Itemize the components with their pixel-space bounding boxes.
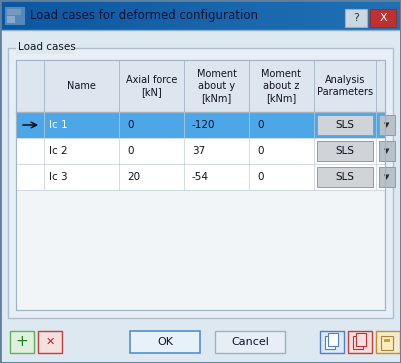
Text: Moment
about y
[kNm]: Moment about y [kNm] [196, 69, 237, 103]
Text: ✕: ✕ [45, 337, 55, 347]
Bar [379, 167, 395, 187]
Bar [16, 41, 74, 54]
Text: Cancel: Cancel [231, 337, 269, 347]
Text: -120: -120 [192, 120, 215, 130]
Text: +: + [16, 334, 28, 350]
Bar [370, 9, 396, 27]
Text: ▼: ▼ [384, 174, 390, 180]
Text: Moment
about z
[kNm]: Moment about z [kNm] [261, 69, 302, 103]
Bar [7, 9, 21, 15]
Bar [356, 333, 366, 346]
Text: Load cases: Load cases [18, 42, 76, 52]
Text: Load cases for deformed configuration: Load cases for deformed configuration [30, 8, 258, 21]
Text: -54: -54 [192, 172, 209, 182]
Text: 0: 0 [257, 146, 263, 156]
Bar [325, 336, 335, 349]
Bar [317, 167, 373, 187]
Text: ▼: ▼ [384, 122, 390, 128]
Bar [16, 60, 385, 310]
Bar [5, 7, 25, 25]
Bar [320, 331, 344, 353]
Bar [7, 16, 15, 23]
Text: 37: 37 [192, 146, 205, 156]
Text: X: X [379, 13, 387, 23]
Text: lc 1: lc 1 [49, 120, 68, 130]
Bar [38, 331, 62, 353]
Bar [130, 331, 200, 353]
Text: 0: 0 [127, 120, 134, 130]
Text: 20: 20 [127, 172, 140, 182]
Text: 0: 0 [257, 120, 263, 130]
Text: ▼: ▼ [384, 148, 390, 154]
Text: 0: 0 [257, 172, 263, 182]
Bar [379, 115, 395, 135]
Text: OK: OK [157, 337, 173, 347]
Bar [317, 115, 373, 135]
Text: Analysis
Parameters: Analysis Parameters [317, 75, 373, 97]
Text: Name: Name [67, 81, 96, 91]
Bar [16, 60, 385, 310]
Text: ?: ? [353, 13, 359, 23]
Bar [328, 333, 338, 346]
Text: SLS: SLS [336, 172, 354, 182]
Text: lc 3: lc 3 [49, 172, 68, 182]
Bar [379, 141, 395, 161]
Bar [16, 138, 385, 164]
Bar [16, 164, 385, 190]
Bar [215, 331, 285, 353]
Bar [8, 48, 393, 318]
Bar [384, 339, 390, 342]
Bar [10, 331, 34, 353]
Text: 0: 0 [127, 146, 134, 156]
Text: SLS: SLS [336, 120, 354, 130]
Bar [381, 336, 393, 350]
Bar [348, 331, 372, 353]
Bar [317, 141, 373, 161]
Text: Axial force
[kN]: Axial force [kN] [126, 75, 177, 97]
Bar [16, 60, 385, 112]
Bar [345, 9, 367, 27]
Text: lc 2: lc 2 [49, 146, 68, 156]
Text: SLS: SLS [336, 146, 354, 156]
Bar [353, 336, 363, 349]
Bar [16, 112, 385, 138]
Bar [376, 331, 400, 353]
